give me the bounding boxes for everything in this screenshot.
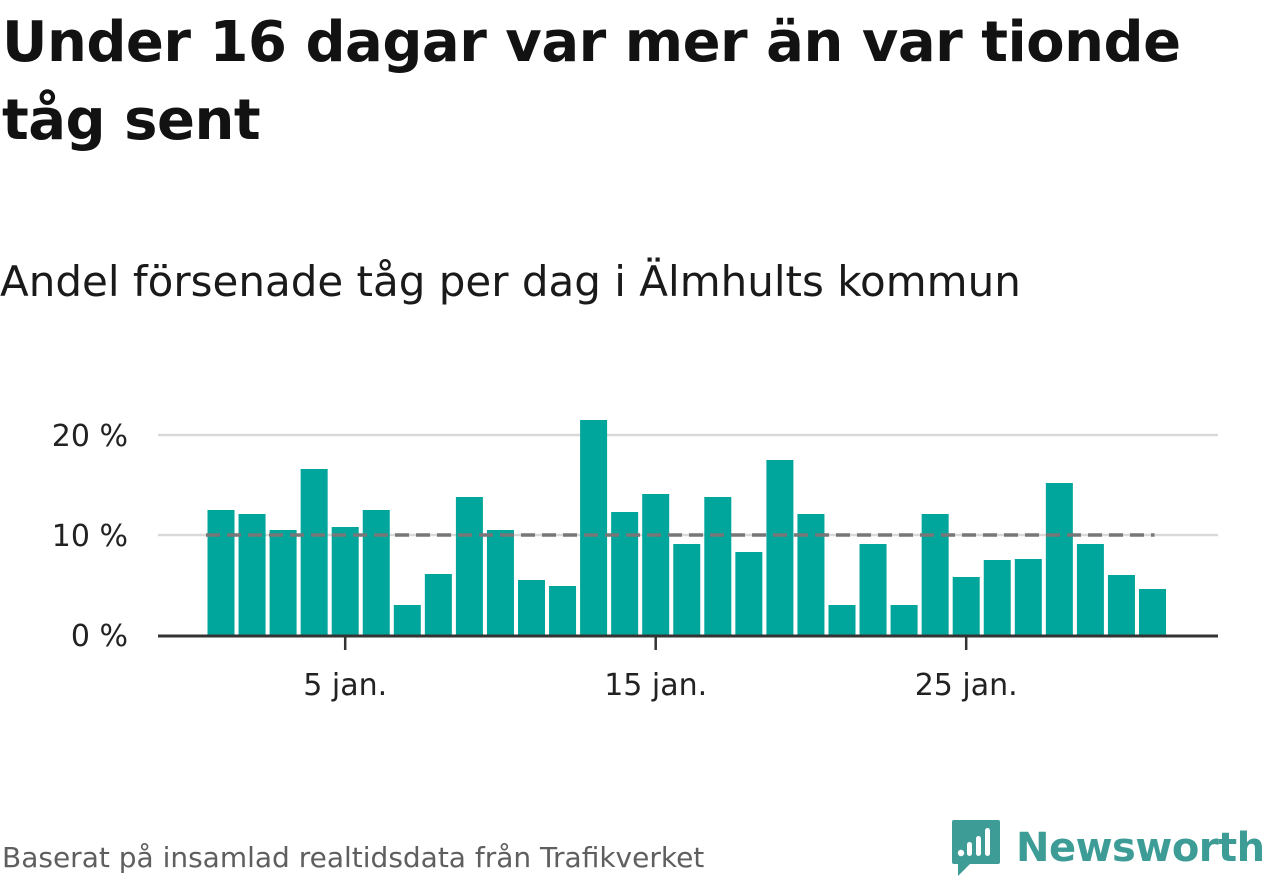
bar <box>766 460 794 635</box>
bar <box>735 552 763 635</box>
bar <box>890 605 918 635</box>
bar <box>1014 559 1042 635</box>
bar <box>952 577 980 635</box>
chart-subtitle: Andel försenade tåg per dag i Älmhults k… <box>0 257 1021 306</box>
bar <box>1139 589 1166 635</box>
x-tick-label: 5 jan. <box>303 668 387 703</box>
bar <box>983 560 1011 635</box>
bar <box>393 605 421 635</box>
bar <box>859 544 887 635</box>
logo-wordmark: Newsworthy <box>1016 825 1262 871</box>
newsworthy-logo: Newsworthy <box>950 818 1262 878</box>
bar <box>1107 575 1135 635</box>
newsworthy-logo-icon <box>952 820 1000 876</box>
axes: 0 % 10 % 20 % 5 jan. 15 jan. 25 jan. <box>52 419 1218 703</box>
bar <box>455 497 483 635</box>
bar <box>238 514 266 635</box>
chart-title: Under 16 dagar var mer än var tionde tåg… <box>2 10 1181 153</box>
bar <box>580 420 608 635</box>
y-tick-label: 10 % <box>52 519 128 554</box>
x-tick-label: 25 jan. <box>915 668 1018 703</box>
bar <box>362 510 390 635</box>
bar <box>921 514 949 635</box>
bar <box>673 544 701 635</box>
bars <box>207 420 1166 635</box>
y-tick-label: 20 % <box>52 419 128 454</box>
bar <box>549 586 577 635</box>
bar-chart: 0 % 10 % 20 % 5 jan. 15 jan. 25 jan. <box>52 419 1218 703</box>
bar <box>424 574 452 635</box>
bar <box>611 512 639 635</box>
bar <box>642 494 670 635</box>
source-note: Baserat på insamlad realtidsdata från Tr… <box>2 841 705 874</box>
bar <box>797 514 825 635</box>
bar <box>331 527 359 635</box>
bar <box>207 510 235 635</box>
bar <box>704 497 732 635</box>
bar <box>269 530 297 635</box>
bar <box>486 530 514 635</box>
bar <box>518 580 545 635</box>
bar <box>828 605 856 635</box>
bar <box>1076 544 1104 635</box>
y-tick-label: 0 % <box>71 619 128 654</box>
bar <box>300 469 328 635</box>
bar <box>1045 483 1073 635</box>
x-tick-label: 15 jan. <box>604 668 707 703</box>
